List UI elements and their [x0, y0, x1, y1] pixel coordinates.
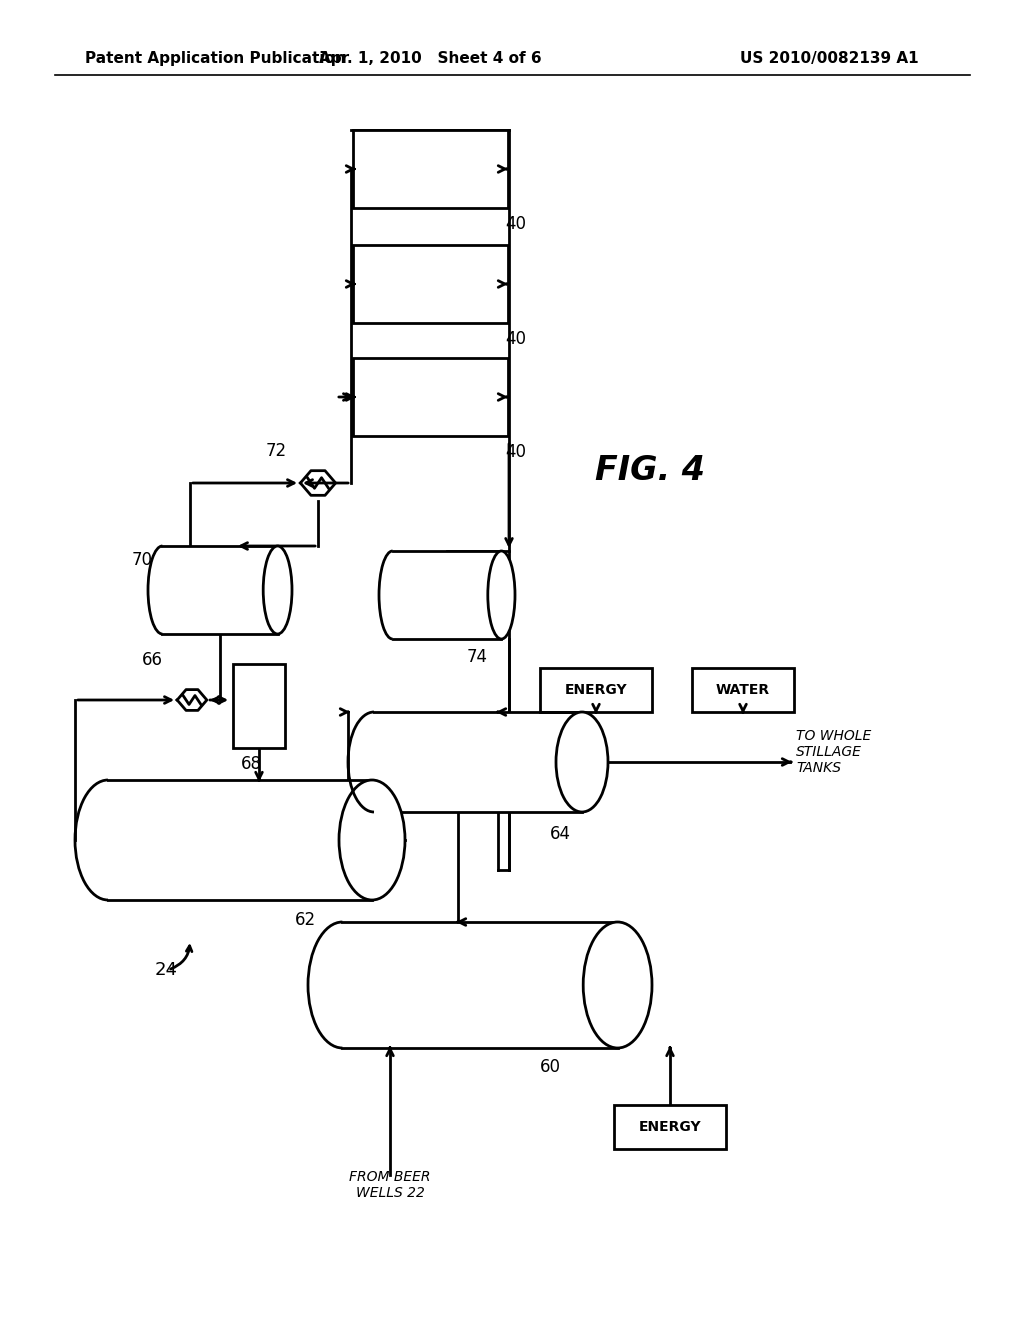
Text: ENERGY: ENERGY — [564, 682, 628, 697]
Text: 24: 24 — [155, 961, 178, 979]
Text: US 2010/0082139 A1: US 2010/0082139 A1 — [740, 50, 919, 66]
Text: 60: 60 — [540, 1059, 561, 1076]
Text: TO WHOLE
STILLAGE
TANKS: TO WHOLE STILLAGE TANKS — [796, 729, 871, 775]
Text: 40: 40 — [505, 330, 526, 348]
Bar — [342, 921, 617, 1048]
Text: 68: 68 — [241, 755, 262, 774]
Text: 40: 40 — [505, 444, 526, 461]
Text: 62: 62 — [295, 911, 316, 929]
Bar — [374, 711, 582, 812]
Ellipse shape — [584, 921, 652, 1048]
Ellipse shape — [263, 546, 292, 634]
Text: 66: 66 — [142, 651, 163, 669]
Text: 74: 74 — [467, 648, 488, 667]
Text: FROM BEER
WELLS 22: FROM BEER WELLS 22 — [349, 1170, 431, 1200]
Text: 70: 70 — [132, 550, 153, 569]
Text: ENERGY: ENERGY — [639, 1119, 701, 1134]
Bar — [353, 246, 508, 323]
Text: FIG. 4: FIG. 4 — [595, 454, 705, 487]
Text: 72: 72 — [266, 442, 287, 459]
Text: 64: 64 — [550, 825, 571, 843]
Ellipse shape — [487, 550, 515, 639]
Bar — [692, 668, 794, 711]
Ellipse shape — [339, 780, 406, 900]
Text: Patent Application Publication: Patent Application Publication — [85, 50, 346, 66]
Text: Apr. 1, 2010   Sheet 4 of 6: Apr. 1, 2010 Sheet 4 of 6 — [318, 50, 542, 66]
Bar — [540, 668, 652, 711]
Bar — [353, 129, 508, 209]
Text: WATER: WATER — [716, 682, 770, 697]
Bar — [614, 1105, 726, 1148]
Ellipse shape — [556, 711, 608, 812]
Bar — [353, 358, 508, 436]
Bar — [163, 546, 278, 634]
Text: 40: 40 — [505, 215, 526, 234]
Bar — [108, 780, 372, 900]
Bar — [392, 550, 502, 639]
Bar — [233, 664, 285, 748]
